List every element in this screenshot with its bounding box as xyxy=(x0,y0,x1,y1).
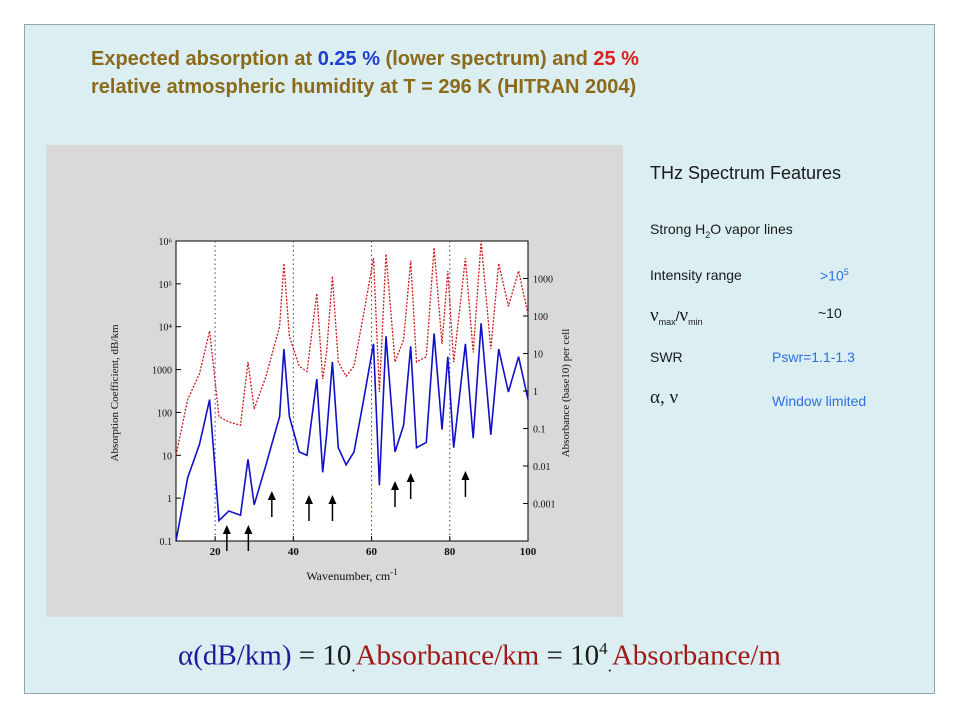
y-tick-label-left: 10⁵ xyxy=(159,280,173,291)
window-arrow-head xyxy=(391,481,400,490)
slide: Expected absorption at 0.25 % (lower spe… xyxy=(24,24,935,694)
y-axis-label-right: Absorbance (base10) per cell xyxy=(560,329,572,458)
y-tick-label-left: 100 xyxy=(157,408,172,419)
y-tick-label-left: 10 xyxy=(162,451,172,462)
x-tick-label: 100 xyxy=(520,546,537,558)
formula-term-1: Absorbance/km xyxy=(355,639,540,672)
formula-dot-1: . xyxy=(351,656,356,676)
x-axis-label-exponent: -1 xyxy=(390,567,398,577)
strong-lines-text-end: O vapor lines xyxy=(710,221,793,237)
y-axis-label-left: Absorption Coefficient, dB/km xyxy=(109,324,121,461)
title-line-2: relative atmospheric humidity at T = 296… xyxy=(91,76,637,98)
y-tick-label-right: 1 xyxy=(533,387,538,398)
y-tick-label-right: 0.1 xyxy=(533,425,546,436)
absorption-spectrum-chart: 20 40 60 80 10010⁶10⁵10⁴10001001010.11000100… xyxy=(109,237,572,583)
y-tick-label-right: 1000 xyxy=(533,275,553,286)
formula-equals-2: = 10 xyxy=(539,639,600,672)
formula-dot-2: . xyxy=(607,656,612,676)
y-tick-label-right: 100 xyxy=(533,312,548,323)
alpha-nu-symbols: α, ν xyxy=(650,387,679,408)
window-arrow-head xyxy=(461,471,470,480)
y-tick-label-right: 10 xyxy=(533,350,543,361)
nu-ratio-value: ~10 xyxy=(818,305,842,321)
window-arrow-head xyxy=(328,495,337,504)
formula-equals-1: = 10 xyxy=(291,639,352,672)
title-high-humidity: 25 % xyxy=(593,48,639,70)
formula-alpha: α xyxy=(178,639,194,672)
x-tick-label: 40 xyxy=(288,546,300,558)
intensity-value-exponent: 5 xyxy=(843,267,849,277)
y-tick-label-left: 1000 xyxy=(152,366,172,377)
window-arrow-head xyxy=(222,525,231,534)
formula-unit: (dB/km) xyxy=(193,639,292,672)
feature-nu-ratio: νmax/νmin ~10 xyxy=(650,305,930,327)
title-low-humidity: 0.25 % xyxy=(317,48,380,70)
x-axis-label: Wavenumber, cm-1 xyxy=(306,567,397,583)
chart-panel: 20 40 60 80 100 10⁶ 10⁵ 10⁴ 1000 100 10 1 0.1 1000 100… xyxy=(46,145,623,617)
title-line-1: Expected absorption at 0.25 % (lower spe… xyxy=(91,45,851,73)
window-arrow-head xyxy=(304,495,313,504)
title-text-part1: Expected absorption at xyxy=(91,48,318,70)
formula-exponent: 4 xyxy=(599,639,608,658)
plot-area xyxy=(175,240,529,542)
y-tick-label-right: 0.01 xyxy=(533,462,551,473)
y-tick-label-left: 10⁴ xyxy=(159,323,173,334)
window-arrow-head xyxy=(406,473,415,482)
y-tick-label-left: 0.1 xyxy=(160,537,173,548)
intensity-label: Intensity range xyxy=(650,267,742,283)
series-line-low-humidity xyxy=(175,323,529,542)
series-line-high-humidity xyxy=(175,240,529,456)
window-arrow-head xyxy=(244,525,253,534)
swr-label: SWR xyxy=(650,349,683,365)
title-text-part2: (lower spectrum) and xyxy=(379,48,594,70)
y-tick-label-right: 0.001 xyxy=(533,500,556,511)
x-tick-label: 80 xyxy=(444,546,456,558)
feature-strong-lines: Strong H2O vapor lines xyxy=(650,221,793,240)
nu-max-symbol: ν xyxy=(650,305,659,326)
nu-ratio-slash: / xyxy=(675,308,680,324)
intensity-value: >105 xyxy=(820,267,849,284)
conversion-formula: α(dB/km) = 10.Absorbance/km = 104.Absorb… xyxy=(25,639,934,676)
nu-min-symbol: ν xyxy=(679,305,689,326)
feature-intensity-range: Intensity range >105 xyxy=(650,267,930,284)
x-tick-label: 60 xyxy=(366,546,378,558)
strong-lines-subscript: 2 xyxy=(705,229,711,240)
intensity-value-base: >10 xyxy=(820,267,844,284)
x-tick-label: 20 xyxy=(210,546,222,558)
features-heading: THz Spectrum Features xyxy=(650,163,842,183)
y-tick-label-left: 10⁶ xyxy=(159,237,173,248)
feature-alpha-nu: α, ν Window limited xyxy=(650,387,930,409)
window-arrow-head xyxy=(267,491,276,500)
nu-max-subscript: max xyxy=(658,316,676,327)
x-axis-label-text: Wavenumber, cm xyxy=(306,569,391,583)
feature-swr: SWR Pswr=1.1-1.3 xyxy=(650,349,930,365)
slide-title: Expected absorption at 0.25 % (lower spe… xyxy=(91,45,851,101)
alpha-nu-value: Window limited xyxy=(772,393,867,409)
formula-term-2: Absorbance/m xyxy=(611,639,781,672)
strong-lines-text: Strong H xyxy=(650,221,706,237)
nu-min-subscript: min xyxy=(688,316,703,327)
swr-value: Pswr=1.1-1.3 xyxy=(772,349,855,365)
y-tick-label-left: 1 xyxy=(167,494,172,505)
